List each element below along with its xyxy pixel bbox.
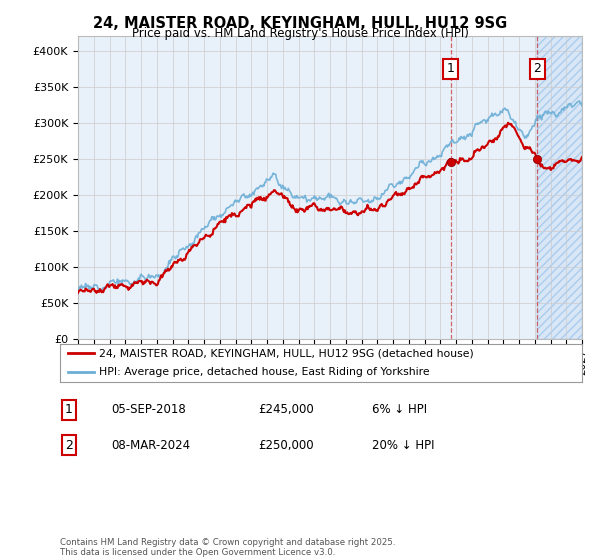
Text: 1: 1	[447, 62, 455, 75]
Text: 6% ↓ HPI: 6% ↓ HPI	[372, 403, 427, 417]
Text: 08-MAR-2024: 08-MAR-2024	[111, 438, 190, 452]
Text: 2: 2	[533, 62, 541, 75]
Text: Price paid vs. HM Land Registry's House Price Index (HPI): Price paid vs. HM Land Registry's House …	[131, 27, 469, 40]
Bar	[538, 36, 582, 339]
Text: £250,000: £250,000	[258, 438, 314, 452]
Text: 24, MAISTER ROAD, KEYINGHAM, HULL, HU12 9SG: 24, MAISTER ROAD, KEYINGHAM, HULL, HU12 …	[93, 16, 507, 31]
Text: Contains HM Land Registry data © Crown copyright and database right 2025.
This d: Contains HM Land Registry data © Crown c…	[60, 538, 395, 557]
Text: 2: 2	[65, 438, 73, 452]
Text: 20% ↓ HPI: 20% ↓ HPI	[372, 438, 434, 452]
Text: £245,000: £245,000	[258, 403, 314, 417]
Text: 24, MAISTER ROAD, KEYINGHAM, HULL, HU12 9SG (detached house): 24, MAISTER ROAD, KEYINGHAM, HULL, HU12 …	[99, 348, 474, 358]
Text: HPI: Average price, detached house, East Riding of Yorkshire: HPI: Average price, detached house, East…	[99, 367, 430, 377]
Text: 1: 1	[65, 403, 73, 417]
Bar	[538, 36, 582, 339]
Text: 05-SEP-2018: 05-SEP-2018	[111, 403, 186, 417]
